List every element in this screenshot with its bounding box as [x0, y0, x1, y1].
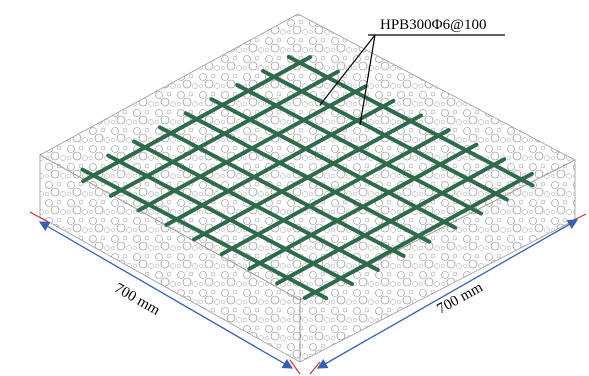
slab-diagram: HPB300Φ6@100 700 mm 700 mm	[0, 0, 589, 376]
rebar-label: HPB300Φ6@100	[380, 17, 486, 33]
dim-label: 700 mm	[112, 280, 163, 319]
